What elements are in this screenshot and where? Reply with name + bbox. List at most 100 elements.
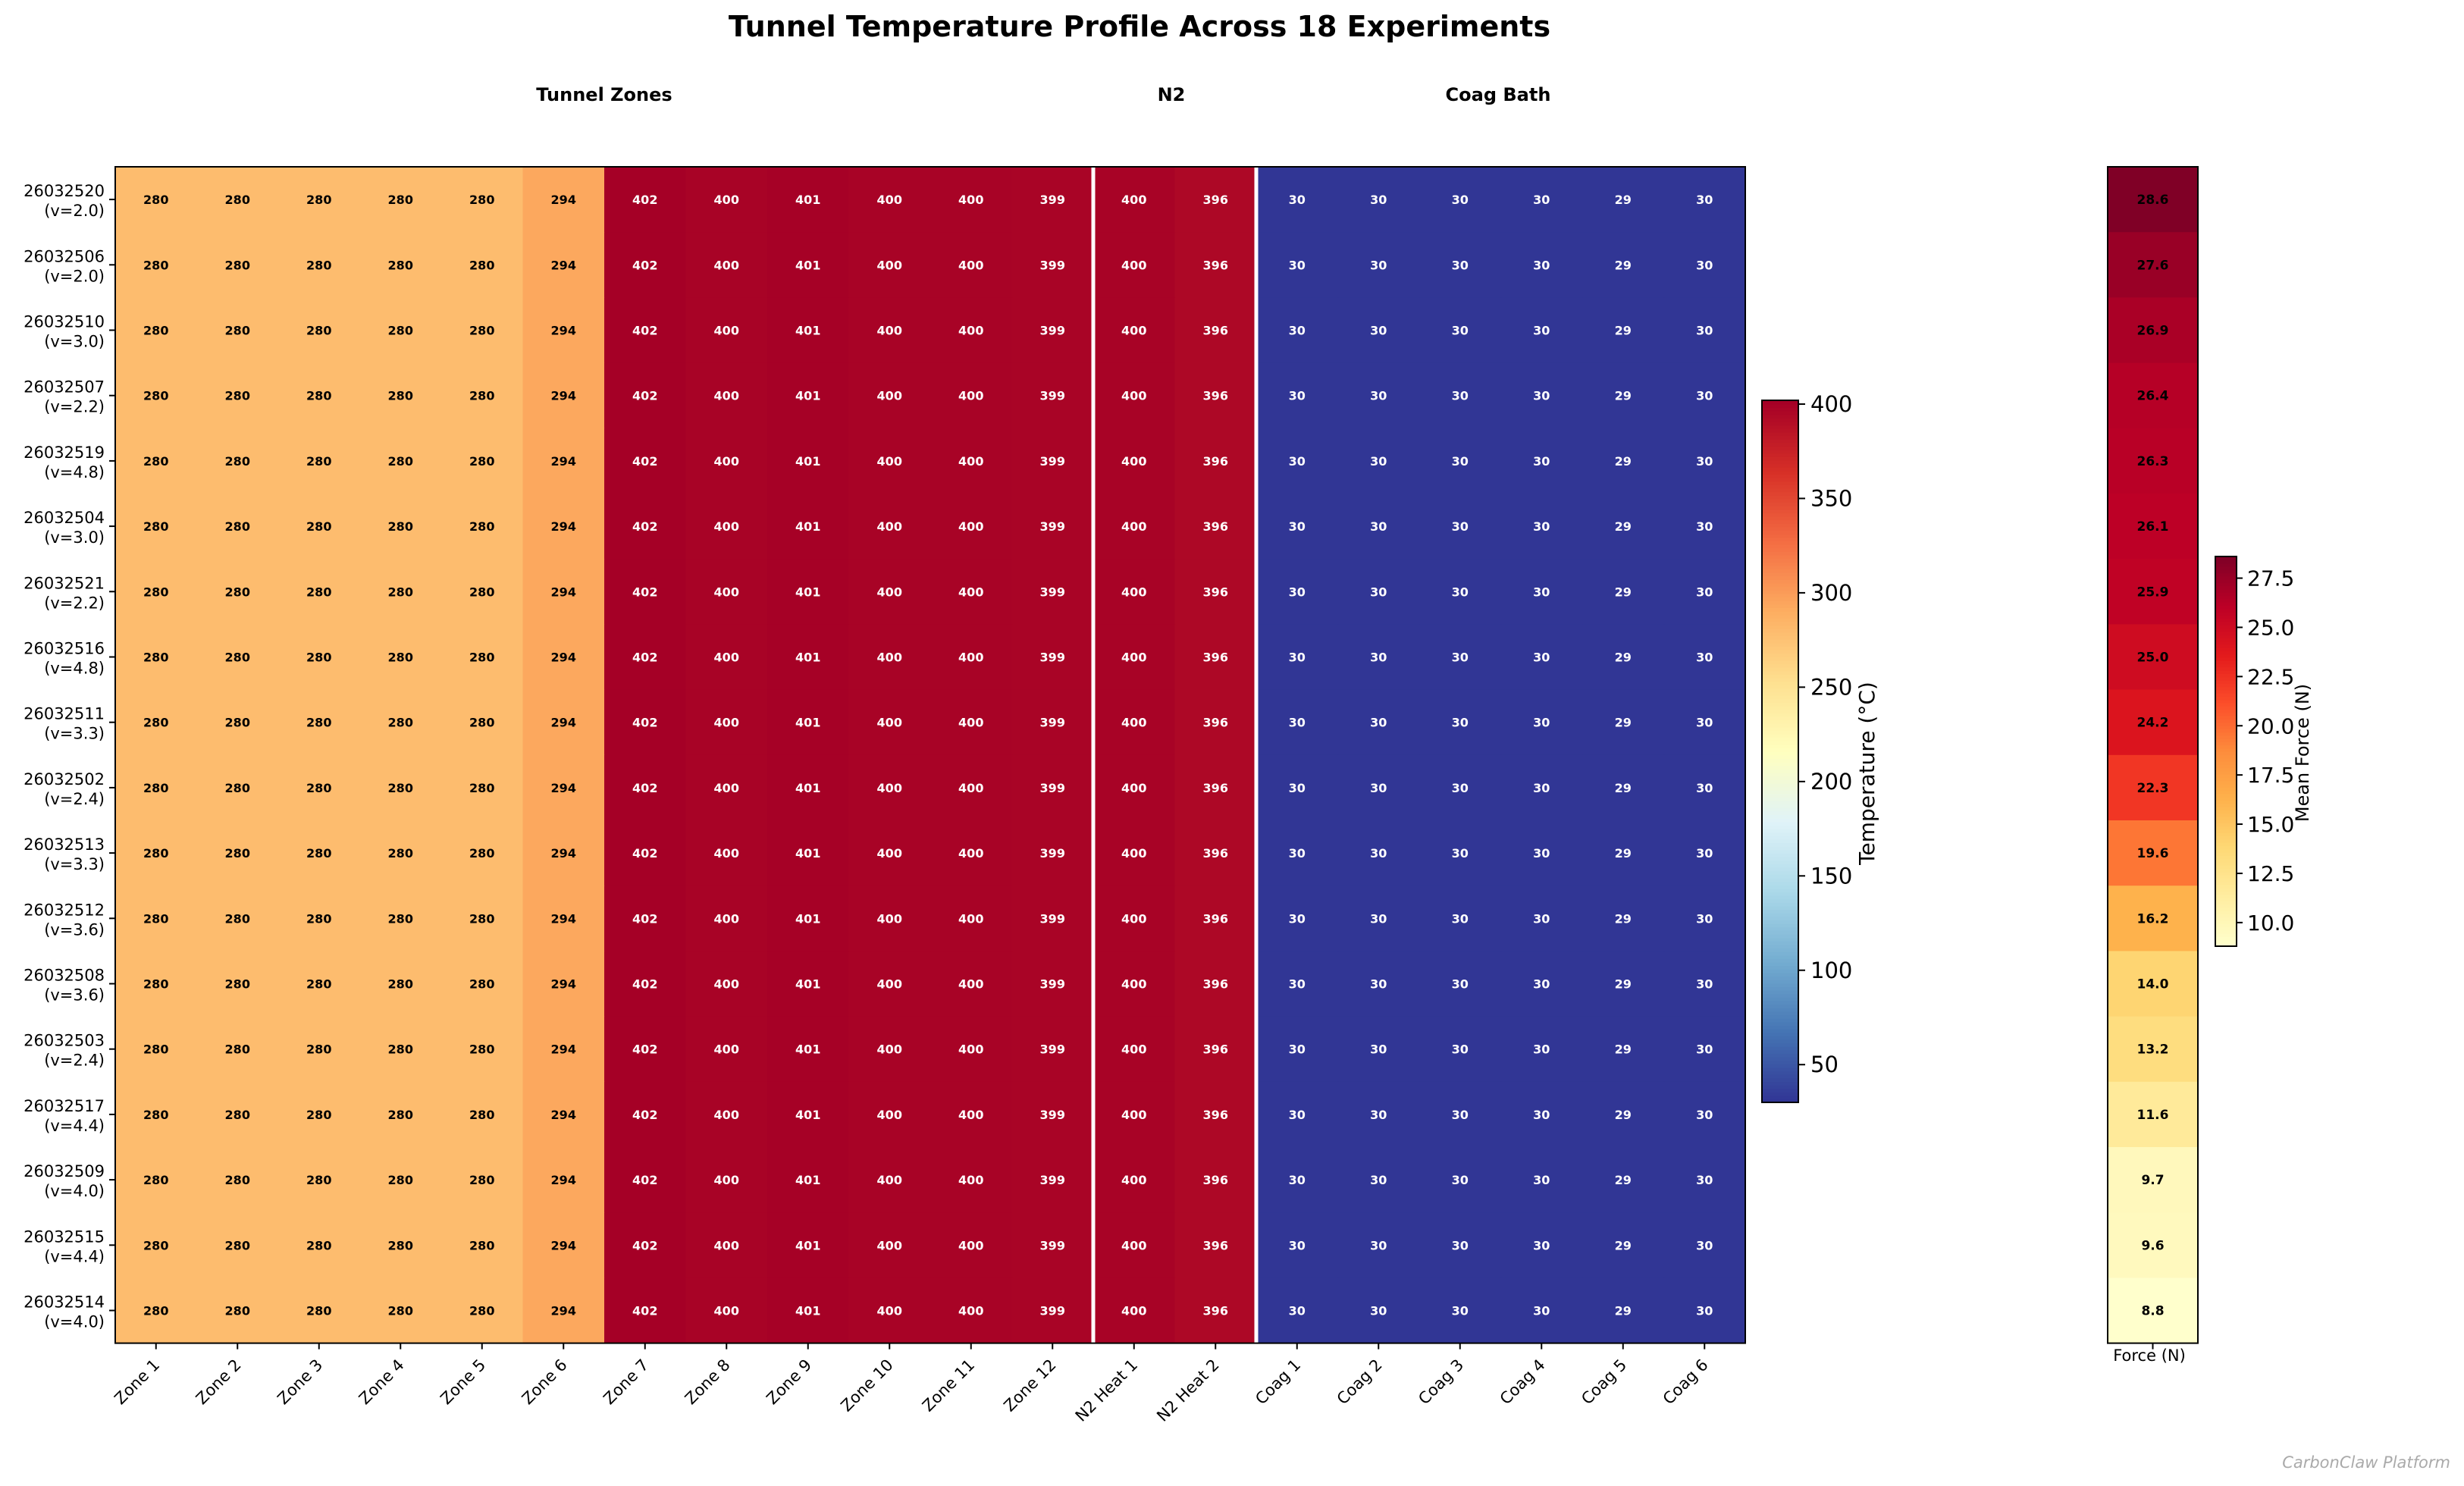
column-label: N2 Heat 1	[1072, 1356, 1142, 1425]
cell-value-label: 402	[632, 1304, 657, 1318]
heatmap-cell	[1256, 362, 1339, 429]
force-colorbar-segment	[2215, 826, 2237, 830]
force-colorbar-segment	[2215, 669, 2237, 674]
cell-value-label: 30	[1370, 519, 1387, 534]
force-colorbar-segment	[2215, 767, 2237, 772]
colorbar-segment	[1762, 839, 1798, 844]
cell-value-label: 399	[1040, 454, 1065, 469]
colorbar-segment	[1762, 677, 1798, 682]
cell-value-label: 30	[1452, 1173, 1469, 1187]
cell-value-label: 29	[1615, 519, 1632, 534]
colorbar-segment	[1762, 800, 1798, 805]
column-label: Coag 5	[1578, 1356, 1630, 1408]
cell-value-label: 29	[1615, 977, 1632, 992]
row-label-velocity: (v=3.6)	[44, 986, 105, 1005]
cell-value-label: 30	[1370, 324, 1387, 338]
cell-value-label: 294	[551, 258, 576, 272]
cell-value-label: 30	[1370, 651, 1387, 665]
cell-value-label: 396	[1203, 519, 1228, 534]
cell-value-label: 280	[306, 258, 331, 272]
heatmap-cell	[1256, 886, 1339, 951]
heatmap-cell	[685, 1147, 768, 1213]
cell-value-label: 30	[1370, 1042, 1387, 1057]
colorbar-segment	[1762, 810, 1798, 816]
colorbar-segment	[1762, 572, 1798, 577]
colorbar-segment	[1762, 1028, 1798, 1033]
cell-value-label: 280	[469, 977, 494, 992]
heatmap-cell	[196, 494, 279, 560]
cell-value-label: 294	[551, 651, 576, 665]
cell-value-label: 294	[551, 716, 576, 730]
force-colorbar-segment	[2215, 796, 2237, 801]
heatmap-cell	[1256, 494, 1339, 560]
column-label: Zone 1	[111, 1356, 163, 1408]
heatmap-cell	[1663, 494, 1746, 560]
colorbar-segment	[1762, 607, 1798, 612]
heatmap-cell	[359, 428, 442, 494]
heatmap-cell	[848, 624, 931, 691]
colorbar-segment	[1762, 961, 1798, 967]
heatmap-cell	[685, 1278, 768, 1344]
cell-value-label: 400	[958, 1238, 983, 1252]
cell-value-label: 400	[958, 389, 983, 403]
cell-value-label: 396	[1203, 651, 1228, 665]
colorbar-segment	[1762, 438, 1798, 444]
temperature-colorbar-label: Temperature (°C)	[1854, 682, 1879, 866]
cell-value-label: 402	[632, 911, 657, 926]
cell-value-label: 29	[1615, 389, 1632, 403]
colorbar-segment	[1762, 590, 1798, 594]
column-label: Coag 3	[1415, 1356, 1467, 1408]
force-colorbar-segment	[2215, 907, 2237, 911]
force-colorbar-segment	[2215, 628, 2237, 632]
row-label-velocity: (v=4.4)	[44, 1117, 105, 1135]
force-colorbar-segment	[2215, 887, 2237, 892]
cell-value-label: 30	[1370, 716, 1387, 730]
force-value-label: 28.6	[2137, 193, 2169, 208]
cell-value-label: 280	[143, 1042, 168, 1057]
colorbar-segment	[1762, 579, 1798, 584]
cell-value-label: 280	[225, 585, 250, 599]
heatmap-cell	[1337, 232, 1420, 298]
heatmap-cell	[196, 624, 279, 691]
heatmap-cell	[1419, 624, 1502, 691]
force-cell	[2108, 297, 2198, 364]
heatmap-cell	[359, 624, 442, 691]
heatmap-cell	[1500, 1081, 1583, 1148]
colorbar-segment	[1762, 554, 1798, 560]
heatmap-cell	[1093, 1081, 1176, 1148]
heatmap-cell	[278, 167, 361, 233]
colorbar-segment	[1762, 986, 1798, 991]
force-value-label: 11.6	[2137, 1108, 2169, 1123]
cell-value-label: 399	[1040, 258, 1065, 272]
colorbar-segment	[1762, 523, 1798, 528]
cell-value-label: 30	[1533, 258, 1550, 272]
heatmap-cell	[848, 1278, 931, 1344]
heatmap-cell	[441, 232, 524, 298]
force-colorbar-segment	[2215, 839, 2237, 843]
force-colorbar-segment	[2215, 926, 2237, 931]
cell-value-label: 280	[469, 1238, 494, 1252]
colorbar-segment	[1762, 403, 1798, 409]
force-colorbar-segment	[2215, 692, 2237, 697]
heatmap-cell	[767, 1147, 850, 1213]
heatmap-cell	[441, 1212, 524, 1278]
force-colorbar-tick-label: 10.0	[2247, 911, 2294, 936]
colorbar-segment	[1762, 758, 1798, 763]
cell-value-label: 294	[551, 1173, 576, 1187]
group-label-tunnel-zones: Tunnel Zones	[536, 84, 672, 105]
cell-value-label: 280	[469, 519, 494, 534]
cell-value-label: 400	[1121, 519, 1146, 534]
heatmap-cell	[359, 1212, 442, 1278]
cell-value-label: 400	[714, 1108, 739, 1122]
force-colorbar-segment	[2215, 793, 2237, 798]
colorbar-segment	[1762, 453, 1798, 457]
heatmap-cell	[1011, 1016, 1094, 1083]
colorbar-segment	[1762, 1032, 1798, 1036]
cell-value-label: 294	[551, 1238, 576, 1252]
heatmap-cell	[1011, 886, 1094, 951]
column-label: Coag 2	[1334, 1356, 1386, 1408]
cell-value-label: 30	[1452, 781, 1469, 795]
cell-value-label: 400	[714, 1042, 739, 1057]
colorbar-segment	[1762, 993, 1798, 998]
column-label: Coag 4	[1497, 1356, 1549, 1408]
